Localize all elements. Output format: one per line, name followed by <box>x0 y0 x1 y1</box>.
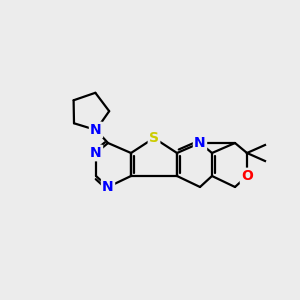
Text: N: N <box>90 146 102 160</box>
Text: S: S <box>149 131 159 145</box>
Text: O: O <box>241 169 253 183</box>
Text: N: N <box>194 136 206 150</box>
Text: N: N <box>102 180 114 194</box>
Text: N: N <box>90 123 102 137</box>
